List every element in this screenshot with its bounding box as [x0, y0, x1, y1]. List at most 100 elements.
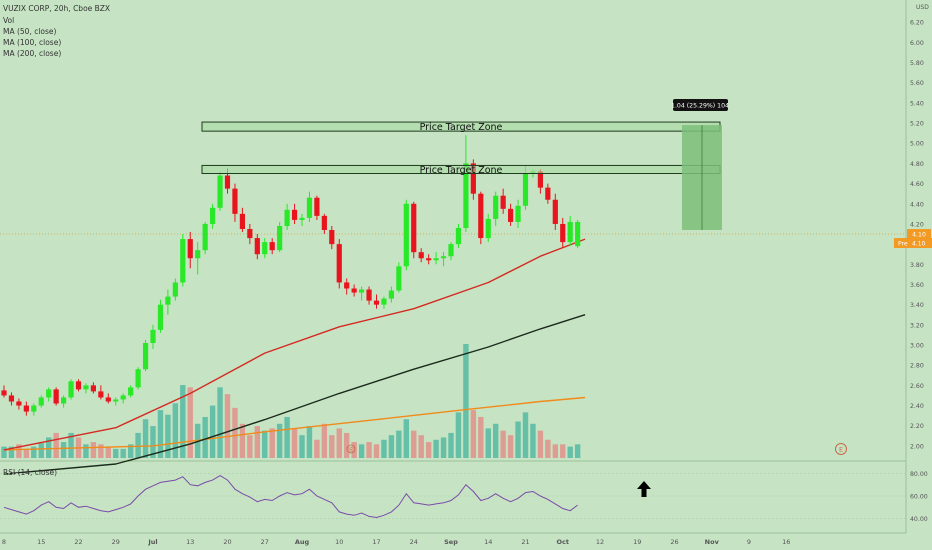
- candle-body: [426, 258, 432, 261]
- time-tick-label: 15: [37, 538, 45, 546]
- candle-body: [381, 298, 387, 305]
- price-tick-label: 5.40: [910, 100, 924, 107]
- candle-body: [247, 228, 253, 239]
- ma200-line: [3, 396, 586, 451]
- current-price-tag: 4.10: [912, 232, 926, 239]
- candle-body: [373, 300, 380, 305]
- measure-label-bg: [673, 99, 728, 111]
- price-tick-label: 2.40: [910, 403, 924, 410]
- volume-bar: [373, 444, 380, 458]
- rsi-label: RSI (14, close): [3, 468, 58, 477]
- volume-bar: [507, 435, 514, 458]
- candle-body: [455, 227, 462, 245]
- volume-bar: [515, 421, 521, 458]
- price-tick-label: 5.00: [910, 141, 924, 148]
- current-price-tag-bg: [907, 229, 931, 240]
- volume-bar: [574, 444, 581, 458]
- candle-body: [142, 342, 149, 370]
- time-tick-label: Sep: [444, 538, 458, 546]
- volume-bar: [440, 437, 447, 458]
- volume-bar: [567, 446, 573, 458]
- candles-group: [1, 135, 581, 416]
- price-tick-label: 5.80: [910, 60, 924, 67]
- volume-bar: [8, 446, 15, 458]
- candle-body: [68, 381, 74, 398]
- candle-body: [314, 197, 320, 216]
- volume-bar: [142, 419, 149, 458]
- volume-bar: [381, 439, 387, 458]
- candle-body: [16, 401, 22, 406]
- price-target-zone-label: Price Target Zone: [420, 165, 503, 176]
- candle-body: [254, 238, 260, 255]
- volume-bar: [180, 385, 186, 458]
- candle-body: [105, 397, 111, 402]
- volume-bar: [127, 444, 134, 458]
- volume-bar: [60, 442, 67, 458]
- candle-body: [31, 405, 37, 412]
- price-tick-label: 5.20: [910, 121, 924, 128]
- volume-bar: [269, 428, 275, 458]
- volume-bar: [500, 430, 506, 458]
- volume-bar: [425, 442, 432, 458]
- volume-bar: [522, 412, 529, 458]
- candle-body: [135, 369, 141, 388]
- candle-body: [210, 207, 216, 224]
- time-tick-label: 12: [596, 538, 604, 546]
- candle-body: [552, 199, 558, 224]
- candle-body: [329, 230, 335, 245]
- price-tick-label: 3.00: [910, 343, 924, 350]
- candle-body: [113, 399, 119, 402]
- candle-body: [508, 208, 514, 222]
- price-tick-label: 4.40: [910, 201, 924, 208]
- price-tick-label: 3.60: [910, 282, 924, 289]
- volume-bar: [351, 442, 357, 458]
- candle-body: [98, 391, 104, 398]
- rsi-line: [3, 475, 578, 519]
- price-tick-label: 3.80: [910, 262, 924, 269]
- candle-body: [284, 209, 290, 226]
- candle-body: [202, 223, 208, 251]
- rsi-tick-label: 80.00: [910, 471, 928, 478]
- candle-body: [195, 250, 201, 259]
- time-tick-label: 13: [186, 538, 194, 546]
- pre-badge-value: 4.10: [912, 241, 926, 248]
- time-tick-label: 8: [2, 538, 6, 546]
- candle-body: [1, 390, 7, 396]
- volume-bar: [165, 414, 171, 458]
- price-tick-label: 2.00: [910, 443, 924, 450]
- volume-bar: [388, 435, 395, 458]
- volume-bar: [202, 416, 208, 458]
- candle-body: [187, 239, 193, 259]
- earnings-marker-past-label: E: [349, 448, 353, 454]
- volume-bar: [336, 428, 342, 458]
- price-tick-label: 4.60: [910, 181, 924, 188]
- volume-bar: [552, 444, 558, 458]
- candle-body: [522, 173, 529, 206]
- candle-body: [567, 221, 573, 243]
- legend-vol: Vol: [3, 16, 15, 25]
- earnings-marker-label: E: [839, 446, 843, 454]
- candle-body: [38, 397, 44, 406]
- time-tick-label: 19: [633, 538, 641, 546]
- candle-body: [180, 239, 186, 283]
- volume-bar: [448, 432, 454, 458]
- time-tick-label: Nov: [705, 538, 720, 546]
- volume-bar: [291, 428, 298, 458]
- volume-bar: [433, 439, 439, 458]
- price-tick-label: 3.20: [910, 322, 924, 329]
- volume-bar: [329, 435, 335, 458]
- volume-bar: [105, 446, 111, 458]
- time-tick-label: 20: [223, 538, 231, 546]
- candle-body: [493, 195, 499, 219]
- legend-ma200: MA (200, close): [3, 49, 62, 58]
- volume-bar: [463, 344, 469, 458]
- candle-body: [165, 296, 171, 305]
- volume-bar: [120, 448, 126, 458]
- time-tick-label: 27: [261, 538, 269, 546]
- volume-bar: [358, 444, 365, 458]
- volume-bar: [396, 430, 402, 458]
- time-tick-label: 26: [670, 538, 678, 546]
- volume-bar: [1, 446, 7, 458]
